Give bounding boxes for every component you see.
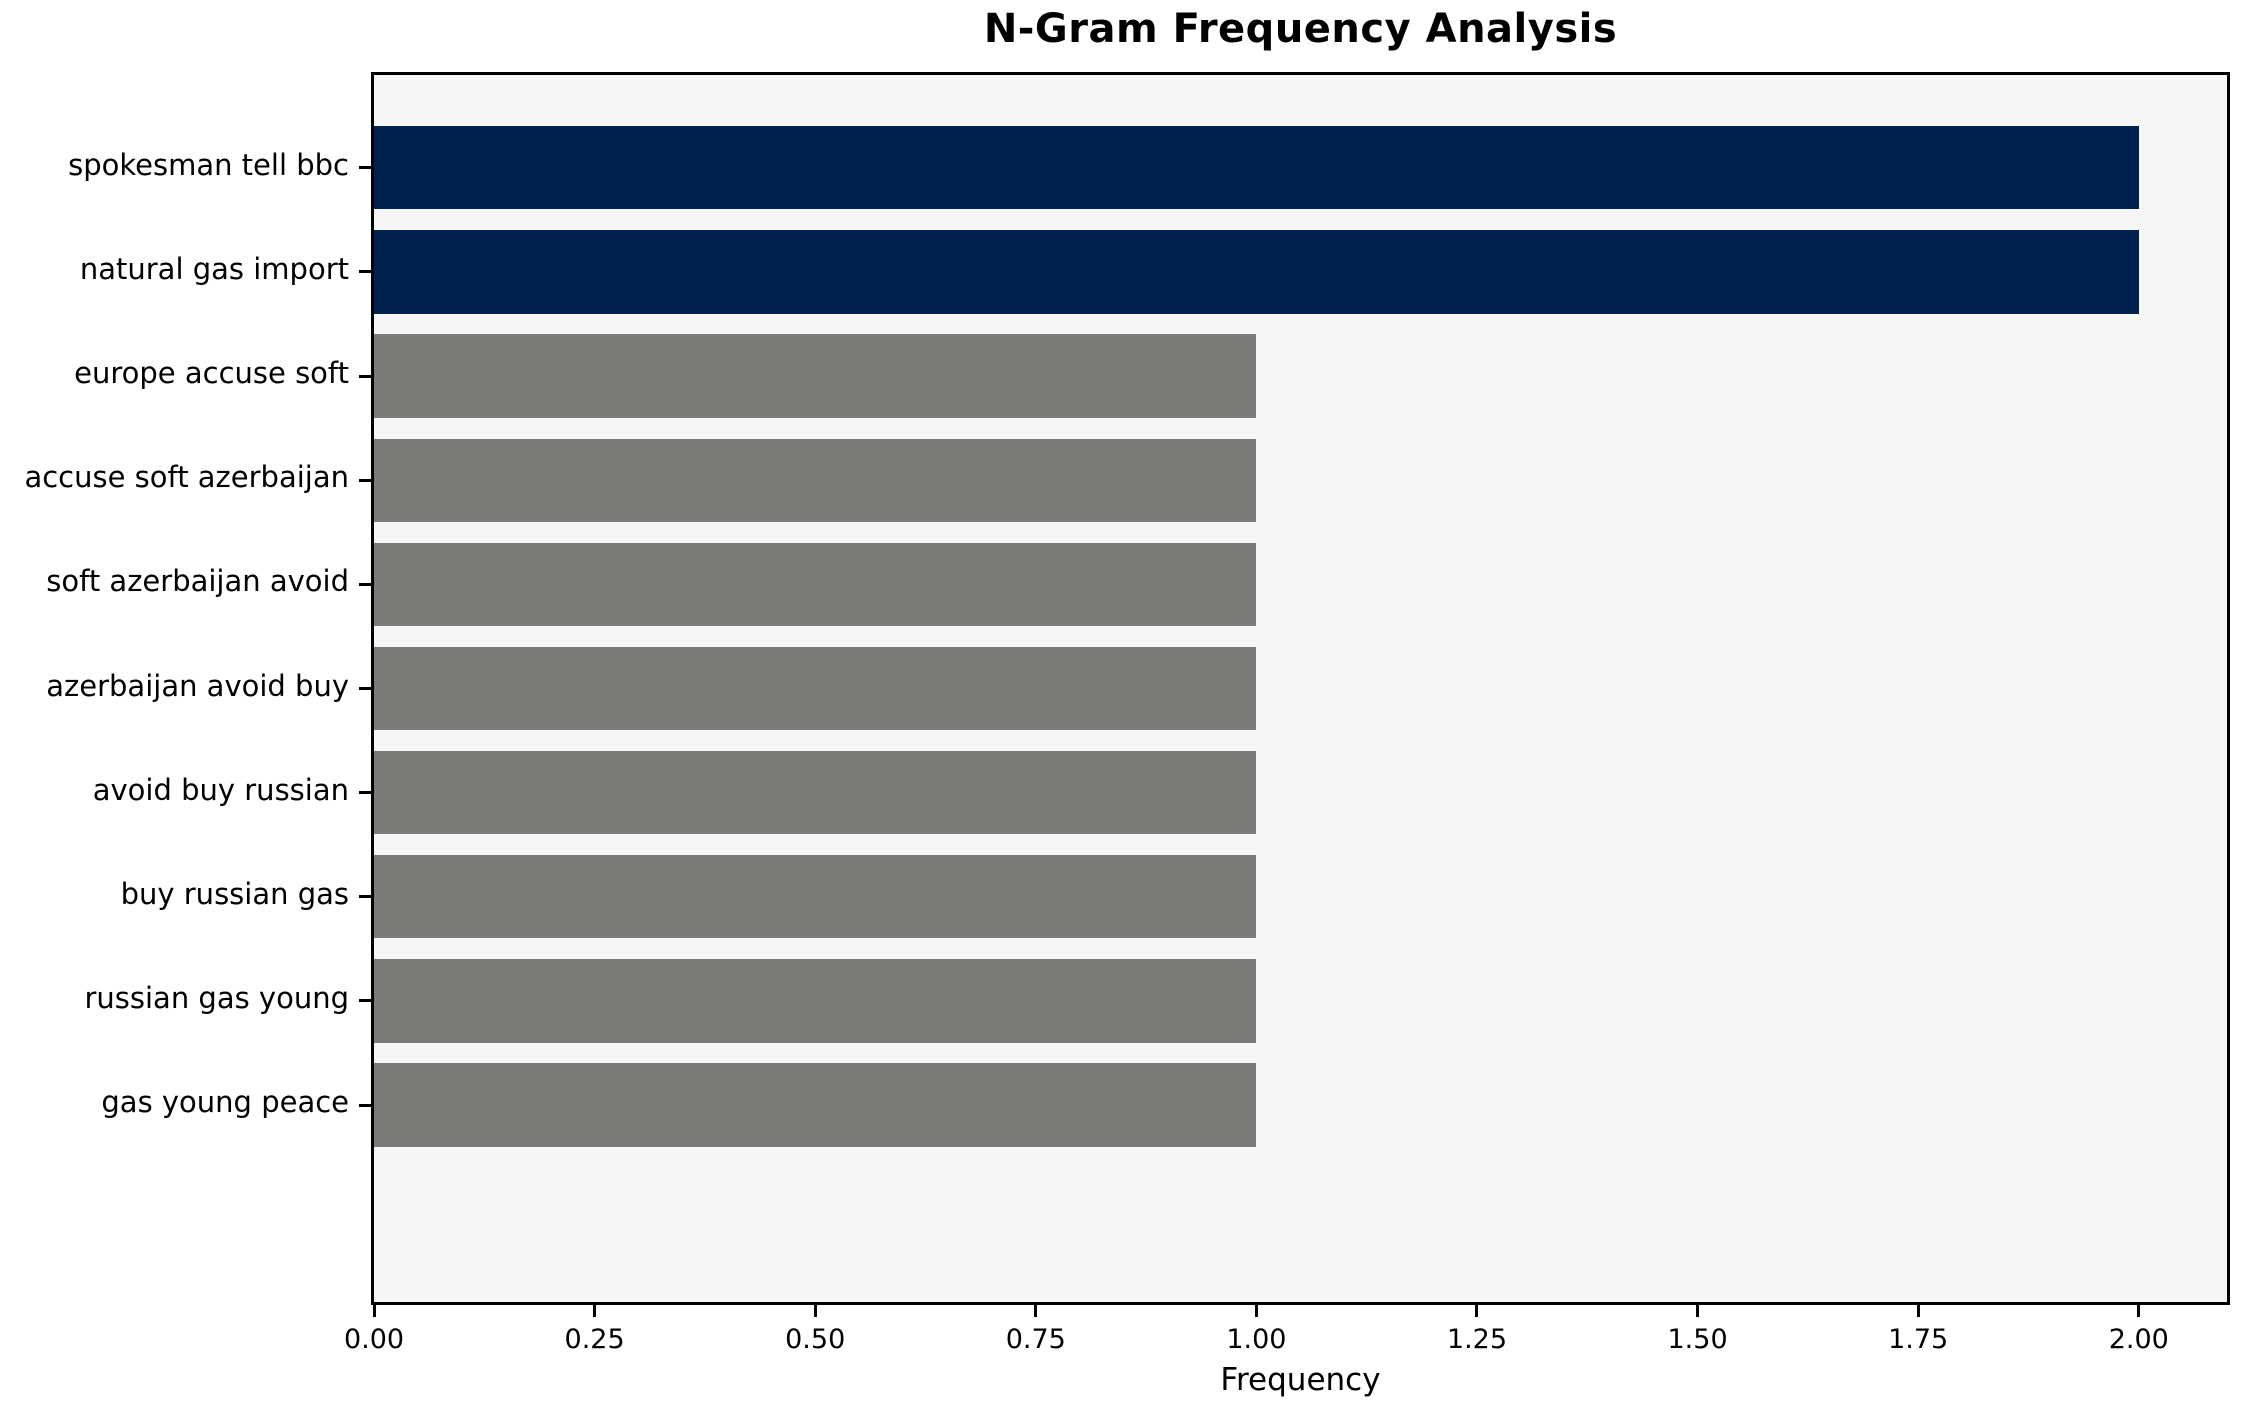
xtick-label: 1.25 — [1446, 1324, 1508, 1355]
bar-soft-azerbaijan-avoid — [374, 542, 1257, 626]
ytick-label: europe accuse soft — [74, 356, 349, 391]
ytick-label: gas young peace — [101, 1085, 349, 1120]
xtick-label: 0.50 — [785, 1324, 846, 1355]
xtick-mark — [1916, 1305, 1920, 1317]
bar-natural-gas-import — [374, 230, 2139, 314]
ytick-mark — [359, 999, 371, 1003]
ytick-label: soft azerbaijan avoid — [46, 564, 349, 599]
ytick-mark — [359, 166, 371, 170]
bar-buy-russian-gas — [374, 855, 1257, 939]
ytick-label: avoid buy russian — [92, 772, 349, 807]
bar-accuse-soft-azerbaijan — [374, 438, 1257, 522]
ytick-mark — [359, 582, 371, 586]
xtick-mark — [1254, 1305, 1258, 1317]
bar-spokesman-tell-bbc — [374, 126, 2139, 210]
bar-russian-gas-young — [374, 959, 1257, 1043]
ytick-label: accuse soft azerbaijan — [24, 460, 349, 495]
xtick-mark — [1696, 1305, 1700, 1317]
plot-area — [371, 72, 2230, 1305]
xtick-mark — [2137, 1305, 2141, 1317]
ytick-label: spokesman tell bbc — [68, 147, 349, 182]
xtick-label: 1.50 — [1667, 1324, 1728, 1355]
bar-avoid-buy-russian — [374, 750, 1257, 835]
ytick-label: azerbaijan avoid buy — [46, 668, 349, 703]
xtick-label: 0.25 — [564, 1324, 625, 1355]
ytick-label: buy russian gas — [120, 876, 349, 911]
bar-gas-young-peace — [374, 1063, 1257, 1147]
x-axis-label: Frequency — [1220, 1362, 1381, 1398]
xtick-mark — [372, 1305, 376, 1317]
chart-title: N-Gram Frequency Analysis — [983, 6, 1618, 52]
xtick-mark — [593, 1305, 597, 1317]
xtick-mark — [813, 1305, 817, 1317]
ytick-mark — [359, 791, 371, 795]
xtick-label: 1.75 — [1888, 1324, 1949, 1355]
ytick-label: natural gas import — [79, 251, 349, 286]
xtick-label: 0.00 — [343, 1324, 405, 1355]
ytick-mark — [359, 1103, 371, 1107]
ytick-mark — [359, 687, 371, 690]
xtick-label: 0.75 — [1005, 1324, 1066, 1355]
ytick-label: russian gas young — [84, 980, 349, 1015]
ytick-mark — [359, 895, 371, 899]
ytick-mark — [359, 374, 371, 378]
ytick-mark — [359, 270, 371, 274]
xtick-mark — [1034, 1305, 1038, 1317]
xtick-mark — [1475, 1305, 1479, 1317]
xtick-label: 1.00 — [1226, 1324, 1287, 1355]
ytick-mark — [359, 478, 371, 482]
bar-europe-accuse-soft — [374, 334, 1257, 418]
xtick-label: 2.00 — [2108, 1324, 2169, 1355]
bar-azerbaijan-avoid-buy — [374, 646, 1257, 731]
